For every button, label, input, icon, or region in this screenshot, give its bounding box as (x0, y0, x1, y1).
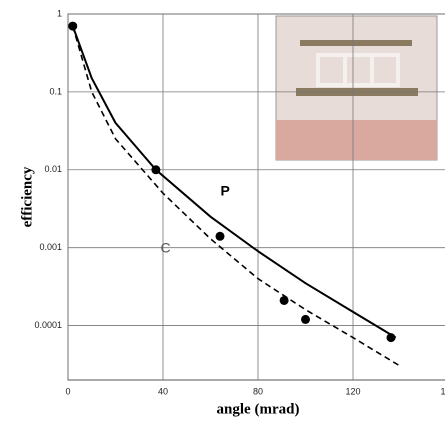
x-tick-label: 80 (253, 386, 263, 396)
curve (71, 25, 401, 367)
y-tick-label: 0.0001 (34, 320, 62, 330)
series-label: P (221, 182, 230, 198)
data-point (279, 295, 289, 305)
x-tick-label: 160 (440, 386, 445, 396)
series-label: C (161, 239, 171, 255)
x-axis-label: angle (mrad) (217, 401, 300, 417)
x-tick-label: 40 (158, 386, 168, 396)
photo-base (276, 120, 437, 160)
data-point (68, 21, 78, 31)
x-tick-label: 120 (345, 386, 360, 396)
data-point (151, 165, 161, 175)
x-tick-label: 0 (65, 386, 70, 396)
y-axis-label: efficiency (19, 166, 35, 227)
photo-grid (316, 53, 400, 87)
inset-photo (275, 15, 438, 161)
data-point (386, 333, 396, 343)
data-point (215, 231, 225, 241)
y-tick-label: 1 (57, 8, 62, 18)
y-tick-label: 0.1 (49, 86, 62, 96)
curve (71, 25, 397, 339)
data-point (301, 314, 310, 324)
y-tick-label: 0.001 (39, 242, 62, 252)
photo-bar (300, 40, 412, 46)
y-tick-label: 0.01 (44, 164, 62, 174)
